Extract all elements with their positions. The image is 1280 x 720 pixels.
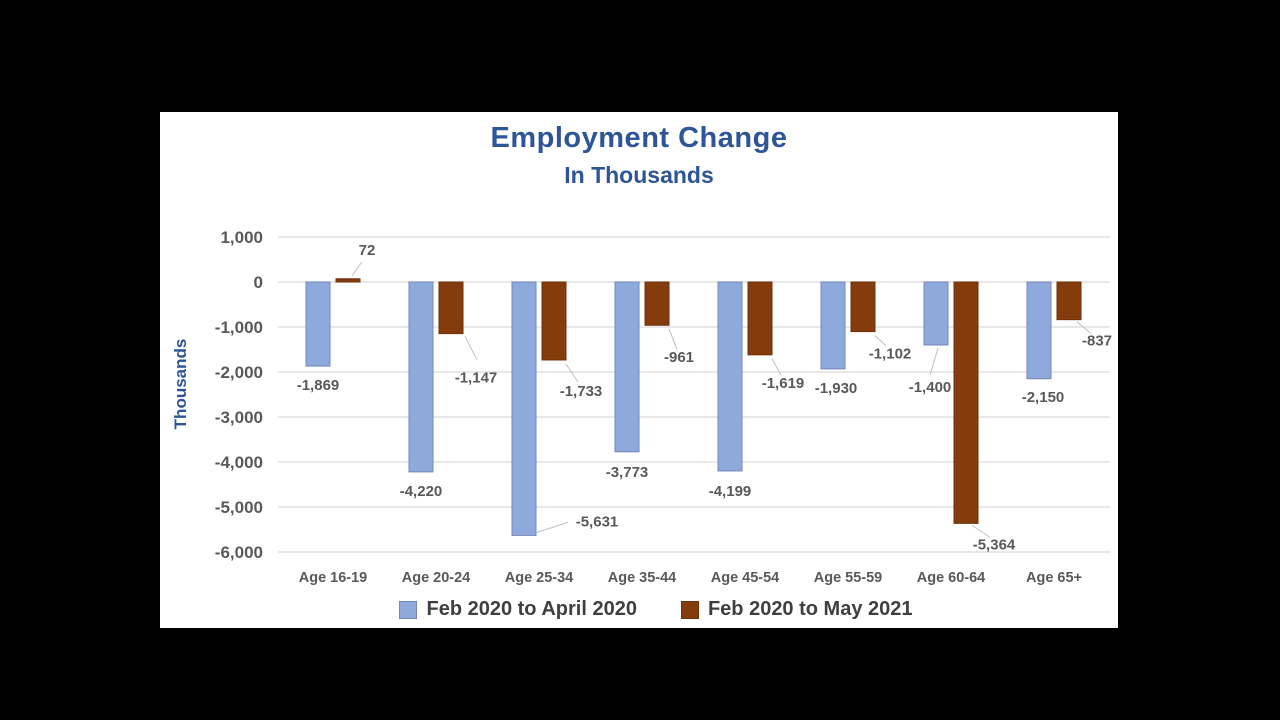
y-tick-label: -4,000 [215,453,263,472]
legend-swatch-brown-icon [680,600,699,619]
x-category-label: Age 55-59 [814,570,883,586]
data-label: -1,733 [560,383,603,400]
chart-title: Employment Change [490,122,788,154]
bar-series1-age-55-59 [850,281,876,333]
data-label: -1,930 [815,380,858,397]
y-tick-label: -1,000 [215,318,263,337]
y-tick-label: -3,000 [215,408,263,427]
label-leader-line [874,335,887,346]
data-label: -4,199 [709,483,752,500]
x-category-label: Age 65+ [1026,570,1082,586]
y-tick-label: -2,000 [215,363,263,382]
bar-series0-age-65+ [1026,281,1052,380]
data-label: -1,619 [762,375,805,392]
bar-series1-age-60-64 [953,281,979,524]
legend-label-feb2020-may2021: Feb 2020 to May 2021 [707,598,913,620]
data-label: -837 [1082,333,1112,350]
label-leader-line [464,336,478,360]
y-tick-label: 0 [254,273,263,292]
x-category-label: Age 20-24 [402,570,471,586]
legend-label-feb2020-april2020: Feb 2020 to April 2020 [426,598,637,620]
bar-chart: 1,000 0 -1,000 -2,000 -3,000 -4,000 -5,000 -6,0… [171,228,1112,586]
label-leader-line [351,261,363,277]
bar-series0-age-60-64 [923,281,949,346]
y-tick-label: 1,000 [220,228,263,247]
bar-series1-age-25-34 [541,281,567,361]
label-leader-line [929,347,939,376]
bar-series0-age-16-19 [305,281,331,367]
bar-series1-age-65+ [1056,281,1082,321]
x-category-label: Age 60-64 [917,570,986,586]
label-leader-line [565,363,579,383]
data-label: -1,102 [869,346,912,363]
y-tick-label: -5,000 [215,498,263,517]
x-category-label: Age 35-44 [608,570,677,586]
data-label: -1,869 [297,377,340,394]
data-label: -1,147 [455,370,498,387]
bar-series1-age-20-24 [438,281,464,335]
bar-series1-age-16-19 [335,278,361,283]
data-label: -5,631 [576,513,619,530]
y-tick-label: -6,000 [215,543,263,562]
legend-item-feb2020-may2021: Feb 2020 to May 2021 [680,598,913,621]
bar-series0-age-55-59 [820,281,846,370]
label-leader-line [668,329,678,350]
label-leader-line [536,521,569,533]
data-label: -1,400 [909,379,952,396]
data-label: -5,364 [973,536,1016,553]
x-category-label: Age 45-54 [711,570,780,586]
x-category-label: Age 16-19 [299,570,368,586]
data-label: -2,150 [1022,389,1065,406]
bar-series1-age-45-54 [747,281,773,356]
chart-subtitle: In Thousands [564,162,714,188]
legend: Feb 2020 to April 2020 Feb 2020 to May 2… [194,598,1118,621]
data-label: -3,773 [606,464,649,481]
data-label: -4,220 [400,483,443,500]
x-category-label: Age 25-34 [505,570,574,586]
bar-series0-age-45-54 [717,281,743,472]
bar-series0-age-20-24 [408,281,434,473]
y-axis-title: Thousands [171,339,190,430]
chart-panel: Employment Change In Thousands 1,000 0 -1,… [160,112,1118,628]
label-leader-line [1076,321,1092,335]
data-label: -961 [664,349,694,366]
label-leader-line [971,524,991,538]
bar-series0-age-25-34 [511,281,537,536]
bar-series0-age-35-44 [614,281,640,453]
data-label: 72 [359,242,376,259]
legend-item-feb2020-april2020: Feb 2020 to April 2020 [399,598,637,621]
label-leader-line [771,358,782,376]
bar-series1-age-35-44 [644,281,670,326]
legend-swatch-blue-icon [399,600,418,619]
